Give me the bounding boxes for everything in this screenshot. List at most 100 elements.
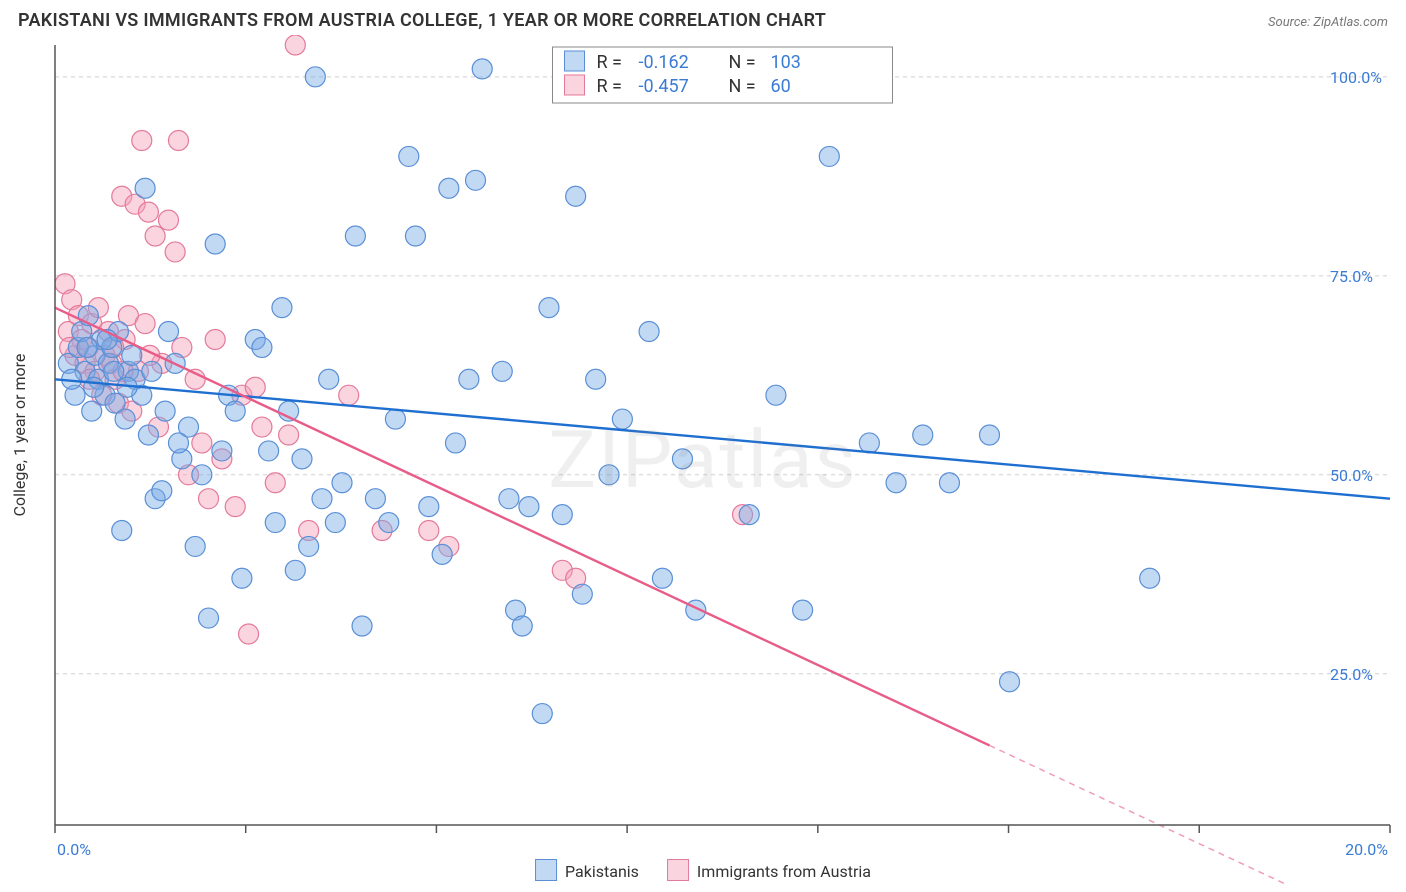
scatter-point-pakistanis bbox=[612, 409, 632, 429]
scatter-point-austria bbox=[165, 242, 185, 262]
scatter-point-pakistanis bbox=[793, 600, 813, 620]
scatter-point-pakistanis bbox=[499, 489, 519, 509]
scatter-point-pakistanis bbox=[292, 449, 312, 469]
scatter-point-pakistanis bbox=[152, 481, 172, 501]
scatter-point-pakistanis bbox=[472, 59, 492, 79]
scatter-point-pakistanis bbox=[77, 337, 97, 357]
scatter-point-pakistanis bbox=[265, 513, 285, 533]
scatter-point-pakistanis bbox=[352, 616, 372, 636]
chart-header: PAKISTANI VS IMMIGRANTS FROM AUSTRIA COL… bbox=[0, 0, 1406, 35]
scatter-point-pakistanis bbox=[766, 385, 786, 405]
y-axis-label: College, 1 year or more bbox=[10, 354, 29, 517]
scatter-point-austria bbox=[132, 131, 152, 151]
scatter-point-pakistanis bbox=[84, 377, 104, 397]
scatter-point-pakistanis bbox=[1000, 672, 1020, 692]
scatter-point-pakistanis bbox=[405, 226, 425, 246]
scatter-point-pakistanis bbox=[185, 536, 205, 556]
scatter-point-pakistanis bbox=[639, 322, 659, 342]
scatter-point-pakistanis bbox=[285, 560, 305, 580]
scatter-point-austria bbox=[168, 131, 188, 151]
scatter-point-pakistanis bbox=[299, 536, 319, 556]
scatter-point-pakistanis bbox=[212, 441, 232, 461]
y-tick-label: 100.0% bbox=[1330, 68, 1382, 87]
scatter-point-pakistanis bbox=[82, 401, 102, 421]
scatter-point-pakistanis bbox=[572, 584, 592, 604]
scatter-point-pakistanis bbox=[939, 473, 959, 493]
scatter-chart-svg: 25.0%50.0%75.0%100.0%0.0%20.0%College, 1… bbox=[0, 35, 1406, 885]
series-legend-item-pakistanis: Pakistanis bbox=[535, 859, 639, 881]
scatter-point-pakistanis bbox=[312, 489, 332, 509]
source-label: Source: ZipAtlas.com bbox=[1268, 15, 1388, 30]
stats-n-value-pakistanis: 103 bbox=[771, 52, 801, 73]
scatter-point-pakistanis bbox=[199, 608, 219, 628]
scatter-point-pakistanis bbox=[859, 433, 879, 453]
scatter-point-pakistanis bbox=[399, 146, 419, 166]
scatter-point-pakistanis bbox=[586, 369, 606, 389]
scatter-point-pakistanis bbox=[652, 568, 672, 588]
series-swatch-pakistanis bbox=[535, 859, 557, 881]
stats-r-value-austria: -0.457 bbox=[639, 76, 689, 97]
scatter-point-pakistanis bbox=[419, 497, 439, 517]
scatter-point-pakistanis bbox=[205, 234, 225, 254]
stats-n-label: N = bbox=[729, 52, 756, 73]
trendline-extrap-austria bbox=[990, 745, 1391, 885]
stats-swatch-austria bbox=[565, 75, 585, 95]
scatter-point-pakistanis bbox=[459, 369, 479, 389]
series-legend: Pakistanis Immigrants from Austria bbox=[535, 859, 871, 881]
x-tick-label-last: 20.0% bbox=[1345, 840, 1388, 859]
scatter-point-pakistanis bbox=[319, 369, 339, 389]
stats-n-value-austria: 60 bbox=[771, 76, 791, 97]
scatter-point-austria bbox=[265, 473, 285, 493]
scatter-point-pakistanis bbox=[492, 361, 512, 381]
scatter-point-pakistanis bbox=[305, 67, 325, 87]
scatter-point-pakistanis bbox=[599, 465, 619, 485]
scatter-point-pakistanis bbox=[519, 497, 539, 517]
series-swatch-austria bbox=[667, 859, 689, 881]
scatter-point-austria bbox=[225, 497, 245, 517]
stats-r-value-pakistanis: -0.162 bbox=[639, 52, 689, 73]
scatter-point-pakistanis bbox=[432, 544, 452, 564]
scatter-point-pakistanis bbox=[385, 409, 405, 429]
stats-r-label: R = bbox=[597, 76, 622, 97]
scatter-point-austria bbox=[192, 433, 212, 453]
scatter-point-austria bbox=[138, 202, 158, 222]
scatter-point-pakistanis bbox=[115, 409, 135, 429]
scatter-point-pakistanis bbox=[512, 616, 532, 636]
scatter-point-austria bbox=[145, 226, 165, 246]
scatter-point-pakistanis bbox=[552, 505, 572, 525]
series-legend-item-austria: Immigrants from Austria bbox=[667, 859, 871, 881]
scatter-point-pakistanis bbox=[158, 322, 178, 342]
scatter-point-austria bbox=[245, 377, 265, 397]
y-tick-label: 75.0% bbox=[1330, 267, 1373, 286]
scatter-point-pakistanis bbox=[332, 473, 352, 493]
scatter-point-pakistanis bbox=[913, 425, 933, 445]
scatter-point-pakistanis bbox=[104, 361, 124, 381]
scatter-point-pakistanis bbox=[325, 513, 345, 533]
scatter-point-austria bbox=[339, 385, 359, 405]
scatter-point-pakistanis bbox=[192, 465, 212, 485]
trendline-austria bbox=[55, 308, 990, 746]
scatter-point-pakistanis bbox=[142, 361, 162, 381]
scatter-point-austria bbox=[135, 314, 155, 334]
stats-swatch-pakistanis bbox=[565, 51, 585, 71]
scatter-point-pakistanis bbox=[532, 704, 552, 724]
scatter-point-austria bbox=[158, 210, 178, 230]
scatter-point-pakistanis bbox=[138, 425, 158, 445]
scatter-point-pakistanis bbox=[379, 513, 399, 533]
scatter-point-pakistanis bbox=[819, 146, 839, 166]
scatter-point-pakistanis bbox=[539, 298, 559, 318]
scatter-point-pakistanis bbox=[439, 178, 459, 198]
scatter-point-pakistanis bbox=[672, 449, 692, 469]
scatter-point-pakistanis bbox=[466, 170, 486, 190]
scatter-point-pakistanis bbox=[1140, 568, 1160, 588]
scatter-point-austria bbox=[252, 417, 272, 437]
scatter-point-pakistanis bbox=[739, 505, 759, 525]
scatter-point-pakistanis bbox=[345, 226, 365, 246]
scatter-point-pakistanis bbox=[252, 337, 272, 357]
series-label-pakistanis: Pakistanis bbox=[565, 862, 639, 881]
scatter-point-pakistanis bbox=[365, 489, 385, 509]
y-tick-label: 25.0% bbox=[1330, 665, 1373, 684]
scatter-point-austria bbox=[285, 35, 305, 55]
scatter-point-pakistanis bbox=[168, 433, 188, 453]
scatter-point-austria bbox=[279, 425, 299, 445]
